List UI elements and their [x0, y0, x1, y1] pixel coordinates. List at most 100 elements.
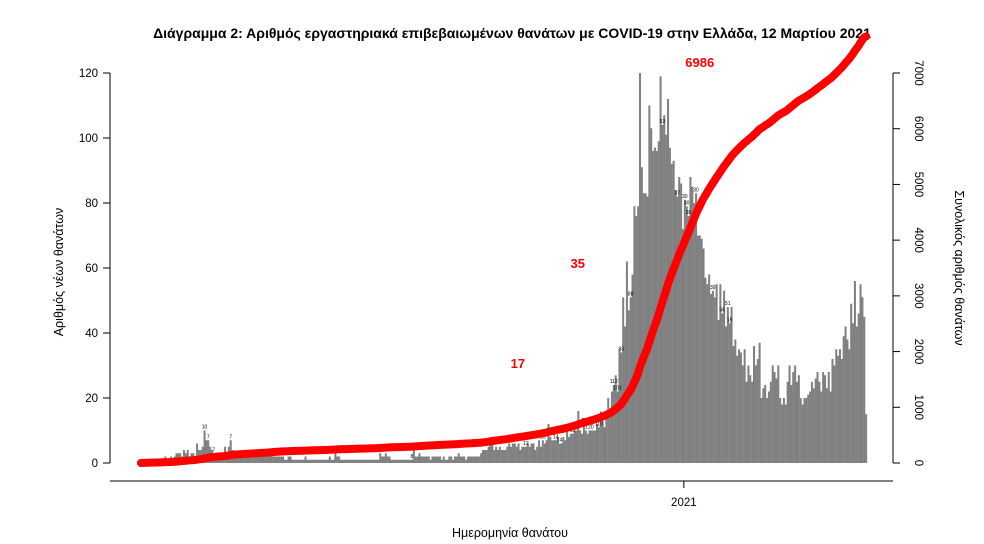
bar: [510, 446, 513, 463]
bar: [721, 313, 724, 463]
bar: [820, 391, 823, 463]
bar: [414, 456, 417, 463]
bar: [573, 430, 576, 463]
bar: [801, 404, 804, 463]
y-tick-label: 40: [85, 328, 98, 340]
bar: [353, 459, 356, 463]
bar: [354, 459, 357, 463]
bar-value-label: 88: [628, 291, 634, 297]
bar: [865, 414, 868, 463]
bar-value-label: 30: [684, 200, 690, 206]
bar: [470, 456, 473, 463]
bar: [691, 186, 694, 463]
bar: [637, 206, 640, 463]
bar: [502, 450, 505, 463]
bar: [268, 453, 271, 463]
bar: [564, 440, 567, 463]
bar: [674, 190, 677, 463]
bar: [435, 456, 438, 463]
bar: [392, 459, 395, 463]
bar: [670, 164, 673, 463]
bar: [311, 459, 314, 463]
bar: [560, 443, 563, 463]
cumulative-value-label: 6986: [685, 55, 714, 70]
bar: [343, 459, 346, 463]
bar: [719, 284, 722, 463]
bar: [764, 385, 767, 463]
bar-value-label: 101: [613, 386, 622, 392]
bar: [341, 459, 344, 463]
bar: [766, 398, 769, 463]
bar: [396, 459, 399, 463]
bar: [696, 235, 699, 463]
bar: [616, 391, 619, 463]
bar: [728, 323, 731, 463]
bar: [351, 459, 354, 463]
bar: [541, 440, 544, 463]
bar: [652, 151, 655, 463]
bar: [668, 147, 671, 463]
bar-value-label: 39: [710, 285, 716, 291]
bar: [698, 235, 701, 463]
bar: [758, 342, 761, 463]
bar: [678, 177, 681, 463]
bar: [459, 456, 462, 463]
bar: [786, 381, 789, 463]
bar: [394, 459, 397, 463]
bar-value-label: 120: [585, 425, 594, 431]
bar-value-label: 12: [523, 441, 529, 447]
y2-tick-label: 6000: [912, 116, 924, 142]
bar: [347, 459, 350, 463]
bar: [596, 424, 599, 463]
bar: [310, 459, 313, 463]
bar: [468, 456, 471, 463]
bar: [837, 355, 840, 463]
bar-value-label: 8: [411, 454, 414, 460]
bar: [255, 456, 258, 463]
bar: [833, 365, 836, 463]
bar: [681, 229, 684, 463]
bar: [812, 388, 815, 463]
bar: [433, 456, 436, 463]
y2-axis-title: Συνολικός αριθμός θανάτων: [952, 190, 966, 345]
bar: [543, 443, 546, 463]
bar: [797, 375, 800, 463]
bar: [506, 446, 509, 463]
bar: [648, 105, 651, 463]
bar: [381, 456, 384, 463]
bar-value-label: 7: [229, 434, 232, 440]
bar: [809, 391, 812, 463]
bar: [345, 459, 348, 463]
bar: [653, 147, 656, 463]
bar: [425, 456, 428, 463]
bar: [536, 446, 539, 463]
bar: [500, 450, 503, 463]
bar: [831, 359, 834, 463]
bar: [715, 284, 718, 463]
bar: [581, 433, 584, 463]
bar: [489, 443, 492, 463]
bar: [431, 456, 434, 463]
bar: [762, 388, 765, 463]
bar: [429, 459, 432, 463]
bar: [749, 375, 752, 463]
bar: [807, 394, 810, 463]
bar: [724, 326, 727, 463]
bar: [775, 378, 778, 463]
cumulative-point: [862, 33, 870, 40]
bar: [842, 336, 845, 463]
bar: [513, 443, 516, 463]
bar: [844, 326, 847, 463]
bar: [482, 450, 485, 463]
bar: [478, 456, 481, 463]
bar: [782, 398, 785, 463]
bar: [254, 456, 257, 463]
bar: [818, 381, 821, 463]
bar: [485, 450, 488, 463]
bar: [659, 76, 662, 463]
bar: [412, 450, 415, 463]
bar: [730, 307, 733, 463]
bar: [283, 459, 286, 463]
bar: [298, 459, 301, 463]
